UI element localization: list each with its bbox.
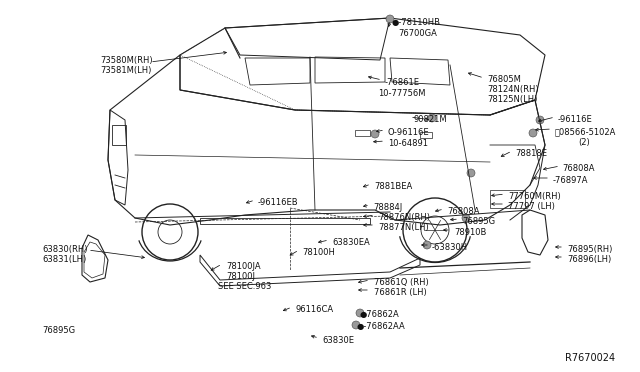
Circle shape [536, 116, 544, 124]
Text: -76897A: -76897A [553, 176, 589, 185]
Text: Ⓝ08566-5102A: Ⓝ08566-5102A [555, 127, 616, 136]
Text: 77797 (LH): 77797 (LH) [508, 202, 555, 211]
Text: 78100JA: 78100JA [226, 262, 260, 271]
Text: 78125N(LH): 78125N(LH) [487, 95, 538, 104]
Text: SEE SEC.963: SEE SEC.963 [218, 282, 271, 291]
Text: ●-76862AA: ●-76862AA [357, 322, 406, 331]
Text: (2): (2) [578, 138, 589, 147]
Text: 78100H: 78100H [302, 248, 335, 257]
Text: 90821M: 90821M [414, 115, 447, 124]
Text: 78100J: 78100J [226, 272, 255, 281]
Text: 63830E: 63830E [322, 336, 354, 345]
Text: 76805M: 76805M [487, 75, 521, 84]
Text: 76895G: 76895G [42, 326, 75, 335]
Circle shape [529, 129, 537, 137]
Text: 77760M(RH): 77760M(RH) [508, 192, 561, 201]
Text: 10-64891: 10-64891 [388, 139, 428, 148]
Text: 63830EA: 63830EA [332, 238, 370, 247]
Text: ●76862A: ●76862A [360, 310, 400, 319]
Text: 76895(RH): 76895(RH) [567, 245, 612, 254]
Text: 76808A: 76808A [447, 207, 479, 216]
Bar [200, 218, 370, 224]
Circle shape [428, 114, 436, 122]
Text: 78818E: 78818E [515, 149, 547, 158]
Bar [112, 125, 126, 145]
Text: 7881BEA: 7881BEA [374, 182, 412, 191]
Text: 76861R (LH): 76861R (LH) [374, 288, 427, 297]
Text: 63831(LH): 63831(LH) [42, 255, 86, 264]
Circle shape [356, 309, 364, 317]
Text: 76895G: 76895G [462, 217, 495, 226]
Text: 76896(LH): 76896(LH) [567, 255, 611, 264]
Text: 73581M(LH): 73581M(LH) [100, 66, 152, 75]
Text: -76861E: -76861E [385, 78, 420, 87]
Text: -96116E: -96116E [558, 115, 593, 124]
Text: 63830(RH): 63830(RH) [42, 245, 88, 254]
Circle shape [423, 241, 431, 249]
Text: 96116CA: 96116CA [296, 305, 334, 314]
Text: 78910B: 78910B [454, 228, 486, 237]
Bar [355, 130, 370, 136]
Circle shape [462, 214, 470, 222]
Text: 10-77756M: 10-77756M [378, 89, 426, 98]
Text: ●-78110HB: ●-78110HB [392, 18, 441, 27]
Text: 78124N(RH): 78124N(RH) [487, 85, 539, 94]
Text: 76700GA: 76700GA [398, 29, 437, 38]
Bar [490, 190, 525, 208]
Text: 78877N(LH): 78877N(LH) [378, 223, 429, 232]
Text: -96116EB: -96116EB [258, 198, 299, 207]
Text: 73580M(RH): 73580M(RH) [100, 56, 152, 65]
Text: -63830H: -63830H [432, 243, 468, 252]
Circle shape [386, 15, 394, 23]
Circle shape [467, 169, 475, 177]
Text: 76808A: 76808A [562, 164, 595, 173]
Circle shape [352, 321, 360, 329]
Text: R7670024: R7670024 [565, 353, 615, 363]
Circle shape [371, 130, 379, 138]
Bar [420, 132, 432, 138]
Text: 76861Q (RH): 76861Q (RH) [374, 278, 429, 287]
Text: O-96116E: O-96116E [388, 128, 429, 137]
Text: 78884J: 78884J [373, 203, 403, 212]
Text: 78876N(RH): 78876N(RH) [378, 213, 430, 222]
